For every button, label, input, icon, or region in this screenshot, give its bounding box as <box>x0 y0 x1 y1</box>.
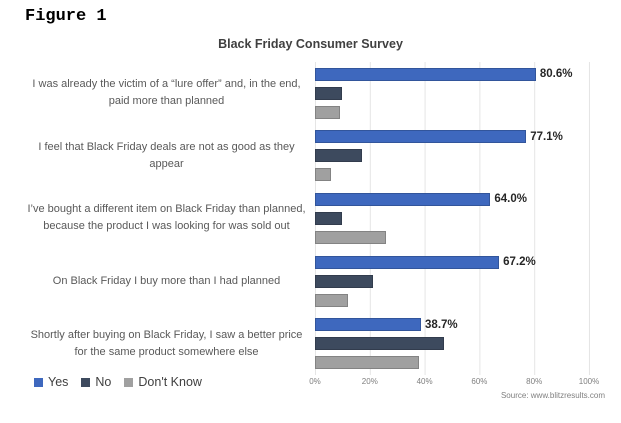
category-label: I was already the victim of a “lure offe… <box>32 78 301 108</box>
category-label: I feel that Black Friday deals are not a… <box>38 140 295 170</box>
legend-item: Yes <box>34 375 68 389</box>
legend-label: Yes <box>48 375 69 389</box>
category-label: I’ve bought a different item on Black Fr… <box>27 203 306 233</box>
chart-title: Black Friday Consumer Survey <box>218 37 403 51</box>
chart-row: I was already the victim of a “lure offe… <box>0 62 621 125</box>
legend-swatch <box>124 377 134 387</box>
bar-yes <box>315 318 422 332</box>
legend-swatch <box>81 377 91 387</box>
x-tick-label: 40% <box>416 377 433 386</box>
bar-don-t-know <box>315 168 332 182</box>
bar-don-t-know <box>315 230 387 244</box>
legend: Yes No Don't Know <box>34 375 202 389</box>
x-tick-label: 80% <box>526 377 543 386</box>
bar-cell: 80.6% <box>315 62 590 125</box>
bar-no <box>315 274 373 288</box>
value-label: 64.0% <box>494 193 527 206</box>
legend-item: No <box>81 375 111 389</box>
source-note: Source: www.blitzresults.com <box>500 391 605 400</box>
bar-track <box>315 230 589 244</box>
bar-track <box>315 274 589 288</box>
plot-area: I was already the victim of a “lure offe… <box>0 62 621 375</box>
x-tick-label: 60% <box>471 377 488 386</box>
value-label: 77.1% <box>530 130 563 143</box>
legend-item: Don't Know <box>124 375 202 389</box>
bar-track <box>315 86 589 100</box>
x-tick-label: 20% <box>361 377 378 386</box>
bar-don-t-know <box>315 356 420 370</box>
chart-row: Shortly after buying on Black Friday, I … <box>0 312 621 375</box>
bar-cell: 64.0% <box>315 187 590 250</box>
bar-track <box>315 211 589 225</box>
bar-yes <box>315 67 536 81</box>
value-label: 80.6% <box>539 68 573 81</box>
bar-group: 64.0% <box>315 187 589 250</box>
bar-track: 64.0% <box>315 192 589 206</box>
chart-row: I feel that Black Friday deals are not a… <box>0 124 621 188</box>
bar-group: 77.1% <box>315 125 589 188</box>
bar-track: 38.7% <box>315 318 589 332</box>
x-tick-label: 0% <box>309 377 321 386</box>
bar-don-t-know <box>315 105 340 119</box>
x-tick-label: 100% <box>578 377 600 386</box>
bar-no <box>315 337 444 351</box>
bar-track <box>315 293 589 307</box>
category-label: On Black Friday I buy more than I had pl… <box>52 274 281 287</box>
bar-group: 67.2% <box>315 250 589 313</box>
bar-track <box>315 105 589 119</box>
bar-no <box>315 211 343 225</box>
value-label: 67.2% <box>503 256 536 269</box>
bar-track <box>315 356 589 370</box>
bar-track <box>315 168 589 182</box>
bar-no <box>315 86 343 100</box>
figure-label: Figure 1 <box>25 7 107 26</box>
bar-group: 38.7% <box>315 312 589 375</box>
legend-label: No <box>95 375 112 389</box>
chart-row: I’ve bought a different item on Black Fr… <box>0 187 621 250</box>
bar-track: 67.2% <box>315 255 589 269</box>
bar-no <box>315 149 362 163</box>
bar-track: 77.1% <box>315 130 589 144</box>
value-label: 38.7% <box>425 318 458 331</box>
bar-yes <box>315 130 527 144</box>
bar-cell: 38.7% <box>315 312 590 375</box>
bar-track <box>315 337 589 351</box>
chart-row: On Black Friday I buy more than I had pl… <box>0 249 621 313</box>
bar-cell: 77.1% <box>315 124 590 188</box>
legend-label: Don't Know <box>138 375 202 389</box>
bar-don-t-know <box>315 293 348 307</box>
bar-yes <box>315 192 491 206</box>
bar-track: 80.6% <box>315 67 589 81</box>
x-axis: 0% 20% 40% 60% 80% 100% <box>309 377 599 389</box>
bar-yes <box>315 255 500 269</box>
bar-group: 80.6% <box>315 62 589 125</box>
bar-cell: 67.2% <box>315 249 590 313</box>
category-label: Shortly after buying on Black Friday, I … <box>30 328 303 358</box>
legend-swatch <box>34 377 43 387</box>
bar-track <box>315 149 589 163</box>
